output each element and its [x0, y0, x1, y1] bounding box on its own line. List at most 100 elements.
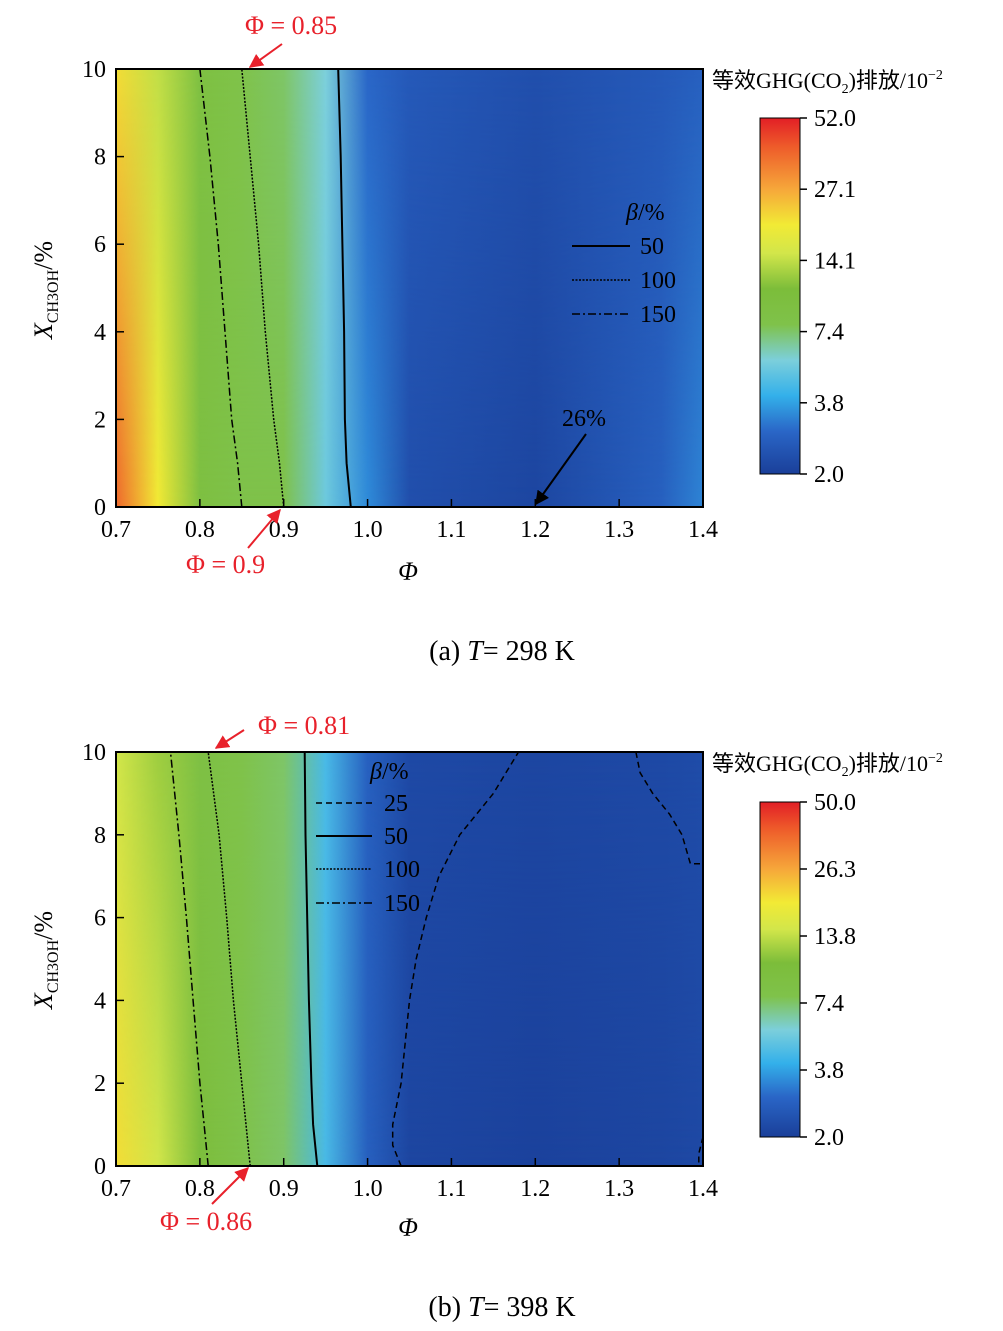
- panel-a-plot-area: 0.7 0.8 0.9 1.0 1.1 1.2 1.3 1.4 0 2 4 6 8 10: [82, 57, 718, 543]
- panel-a-y-tick-label: 8: [94, 145, 106, 171]
- panel-b-caption: (b) T= 398 K: [428, 1292, 575, 1323]
- panel-a-y-tick-label: 0: [94, 495, 106, 521]
- panel-b-contour-beta-150: [169, 751, 209, 1167]
- panel-b-contour-beta-25-extra-1: [698, 1136, 704, 1166]
- panel-b-colorbar-ticks: 50.0 26.3 13.8 7.4 3.8 2.0: [800, 790, 856, 1151]
- panel-b-y-tick-label: 4: [94, 988, 106, 1014]
- panel-b-annotation-phi-top-arrow: [214, 729, 245, 749]
- svg-text:XCH3OH/%: XCH3OH/%: [29, 911, 62, 1010]
- panel-a-contour-beta-100: [241, 68, 285, 508]
- panel-b-legend-label-100: 100: [384, 857, 420, 883]
- panel-b-y-tick-label: 6: [94, 906, 106, 932]
- panel-a-annotation-min: 26%: [562, 406, 606, 432]
- panel-b-x-tick-label: 1.0: [353, 1176, 383, 1202]
- panel-b-x-tick-label: 1.4: [688, 1176, 718, 1202]
- svg-text:XCH3OH/%: XCH3OH/%: [29, 241, 62, 340]
- panel-a-colorbar-tick-label: 3.8: [814, 391, 844, 417]
- panel-a-x-axis-label: Φ: [398, 557, 418, 586]
- panel-b-colorbar: 等效GHG(CO2)排放/10−2 50.0 26.3 13.8 7.4 3.8 2.0: [712, 751, 943, 1151]
- panel-b-x-tick-label: 0.8: [185, 1176, 215, 1202]
- panel-a-legend-label-100: 100: [640, 268, 676, 294]
- panel-b-x-tick-label: 0.9: [269, 1176, 299, 1202]
- panel-a-contour-beta-50: [337, 68, 352, 508]
- panel-a-colorbar-title: 等效GHG(CO2)排放/10−2: [712, 68, 943, 97]
- panel-b-y-tick-label: 8: [94, 823, 106, 849]
- panel-b-colorbar-title: 等效GHG(CO2)排放/10−2: [712, 751, 943, 780]
- panel-b-y-tick-label: 2: [94, 1071, 106, 1097]
- panel-a-annotation-phi-top-arrow: [248, 43, 283, 68]
- panel-b-contours: [169, 751, 704, 1167]
- panel-a-y-tick-label: 10: [82, 57, 106, 83]
- panel-b-colorbar-tick-label: 3.8: [814, 1058, 844, 1084]
- panel-a-colorbar-tick-label: 52.0: [814, 106, 856, 132]
- panel-a-x-tick-label: 0.8: [185, 517, 215, 543]
- panel-b-y-axis-sub: CH3OH: [45, 939, 62, 993]
- panel-a-y-axis-main: X: [29, 322, 58, 340]
- panel-a-legend: β/% 50 100 150: [572, 200, 676, 328]
- panel-b-contour-beta-100: [207, 751, 251, 1167]
- panel-a-y-axis-label: XCH3OH/%: [29, 241, 62, 340]
- panel-b-legend-title: β/%: [369, 759, 409, 785]
- panel-a-y-axis-sub: CH3OH: [45, 269, 62, 323]
- panel-a-ticks: 0.7 0.8 0.9 1.0 1.1 1.2 1.3 1.4 0 2 4 6 8 10: [82, 57, 718, 543]
- panel-b-ticks: 0.7 0.8 0.9 1.0 1.1 1.2 1.3 1.4 0 2 4 6 8 10: [82, 740, 718, 1202]
- panel-a-x-tick-label: 1.0: [353, 517, 383, 543]
- panel-b-legend: β/% 25 50 100 150: [316, 759, 420, 917]
- panel-a-x-tick-label: 1.4: [688, 517, 718, 543]
- panel-a-frame: [115, 68, 704, 508]
- panel-b-y-axis-unit: /%: [29, 911, 58, 940]
- panel-a-heatmap-field-top: [116, 69, 703, 507]
- panel-a-colorbar-tick-label: 14.1: [814, 248, 856, 274]
- panel-a: 0.7 0.8 0.9 1.0 1.1 1.2 1.3 1.4 0 2 4 6 8 10 Φ XCH3OH…: [29, 11, 943, 667]
- panel-a-x-tick-label: 1.1: [436, 517, 466, 543]
- panel-b-frame: [115, 751, 704, 1167]
- panel-b-annotation-phi-top: Φ = 0.81: [258, 711, 350, 740]
- panel-a-annotation-phi-bottom-arrow: [247, 508, 281, 549]
- panel-a-legend-title: β/%: [625, 200, 665, 226]
- panel-a-x-tick-label: 1.3: [604, 517, 634, 543]
- panel-a-annotation-phi-top: Φ = 0.85: [245, 11, 337, 40]
- panel-a-y-tick-label: 2: [94, 407, 106, 433]
- panel-a-x-tick-label: 0.7: [101, 517, 131, 543]
- panel-b-colorbar-gradient: [759, 801, 801, 1138]
- panel-a-caption: (a) T= 298 K: [429, 636, 575, 667]
- panel-a-legend-label-50: 50: [640, 234, 664, 260]
- panel-b-y-axis-label: XCH3OH/%: [29, 911, 62, 1010]
- panel-a-contour-beta-150: [199, 68, 243, 508]
- panel-b-x-tick-label: 1.1: [436, 1176, 466, 1202]
- panel-b-x-axis-label: Φ: [398, 1213, 418, 1242]
- panel-a-colorbar-tick-label: 2.0: [814, 462, 844, 488]
- panel-a-colorbar-gradient: [759, 117, 801, 475]
- panel-b: 0.7 0.8 0.9 1.0 1.1 1.2 1.3 1.4 0 2 4 6 8 10 Φ XCH3OH…: [29, 711, 943, 1323]
- panel-b-colorbar-tick-label: 50.0: [814, 790, 856, 816]
- panel-b-colorbar-tick-label: 13.8: [814, 924, 856, 950]
- panel-b-colorbar-tick-label: 7.4: [814, 991, 844, 1017]
- panel-a-colorbar: 等效GHG(CO2)排放/10−2 52.0 27.1 14.1 7.4 3.8 2.0: [712, 68, 943, 488]
- panel-b-legend-label-150: 150: [384, 891, 420, 917]
- panel-b-y-tick-label: 0: [94, 1154, 106, 1180]
- panel-b-contour-beta-25-extra-0: [635, 751, 703, 865]
- panel-b-legend-label-25: 25: [384, 791, 408, 817]
- panel-a-y-tick-label: 6: [94, 232, 106, 258]
- panel-a-colorbar-tick-label: 27.1: [814, 177, 856, 203]
- panel-b-heatmap-field-top: [116, 752, 703, 1166]
- panel-b-x-tick-label: 0.7: [101, 1176, 131, 1202]
- panel-a-y-tick-label: 4: [94, 320, 106, 346]
- panel-b-x-tick-label: 1.3: [604, 1176, 634, 1202]
- panel-b-annotation-phi-bottom: Φ = 0.86: [160, 1207, 252, 1236]
- panel-a-x-tick-label: 0.9: [269, 517, 299, 543]
- panel-b-plot-area: 0.7 0.8 0.9 1.0 1.1 1.2 1.3 1.4 0 2 4 6 8 10: [82, 740, 718, 1202]
- panel-a-x-tick-label: 1.2: [520, 517, 550, 543]
- panel-a-annotation-min-arrow: [535, 433, 587, 506]
- panel-b-y-axis-main: X: [29, 992, 58, 1010]
- panel-b-contour-beta-50: [303, 751, 319, 1167]
- panel-a-legend-label-150: 150: [640, 302, 676, 328]
- panel-b-x-tick-label: 1.2: [520, 1176, 550, 1202]
- panel-a-colorbar-ticks: 52.0 27.1 14.1 7.4 3.8 2.0: [800, 106, 856, 488]
- panel-b-annotation-phi-bottom-arrow: [211, 1167, 249, 1205]
- panel-a-contours: [199, 68, 352, 508]
- panel-b-y-tick-label: 10: [82, 740, 106, 766]
- panel-b-colorbar-tick-label: 26.3: [814, 857, 856, 883]
- panel-b-colorbar-tick-label: 2.0: [814, 1125, 844, 1151]
